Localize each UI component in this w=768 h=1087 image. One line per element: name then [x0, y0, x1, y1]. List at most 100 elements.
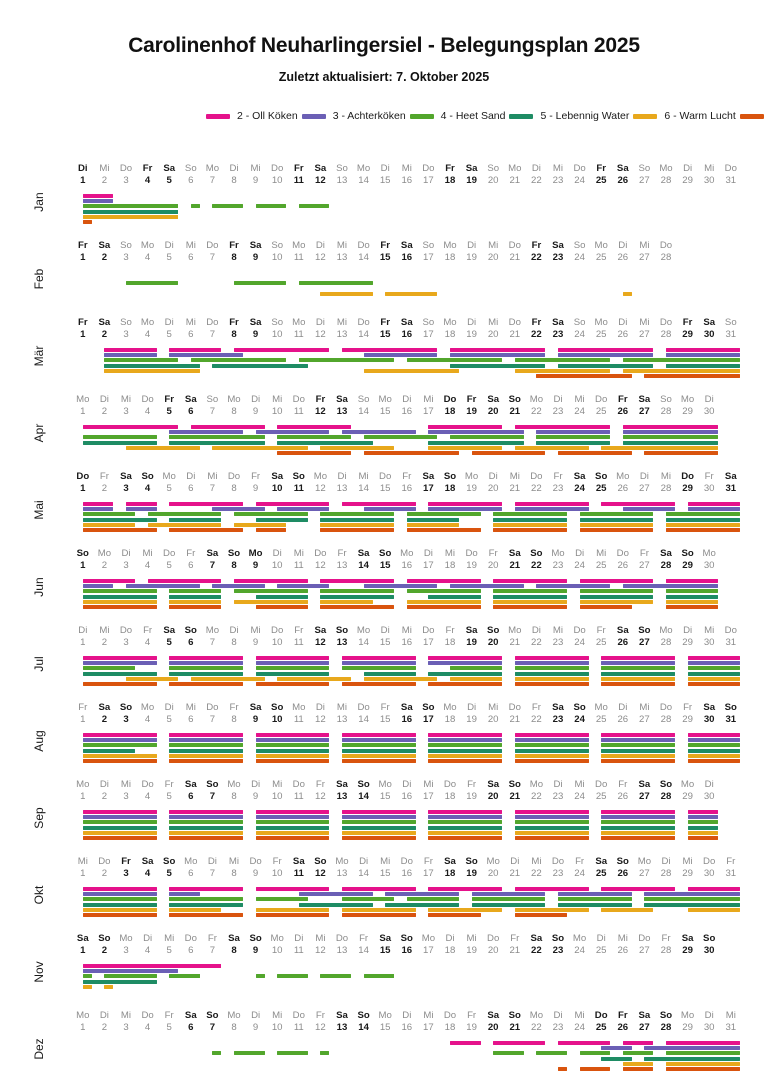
booking-segment[interactable]: [82, 671, 157, 676]
booking-segment[interactable]: [644, 892, 740, 897]
booking-segment[interactable]: [514, 748, 589, 753]
booking-segment[interactable]: [255, 528, 287, 532]
booking-segment[interactable]: [126, 507, 157, 512]
booking-segment[interactable]: [666, 1041, 740, 1045]
booking-segment[interactable]: [536, 435, 611, 440]
booking-segment[interactable]: [169, 671, 244, 676]
booking-segment[interactable]: [82, 969, 114, 974]
booking-segment[interactable]: [82, 599, 157, 604]
booking-segment[interactable]: [82, 528, 157, 532]
booking-segment[interactable]: [666, 605, 719, 609]
booking-segment[interactable]: [126, 584, 200, 589]
booking-segment[interactable]: [82, 579, 136, 583]
booking-segment[interactable]: [82, 199, 114, 204]
booking-segment[interactable]: [558, 363, 654, 368]
booking-segment[interactable]: [255, 974, 265, 979]
booking-segment[interactable]: [601, 666, 676, 671]
booking-segment[interactable]: [82, 584, 114, 589]
booking-segment[interactable]: [601, 682, 676, 686]
booking-segment[interactable]: [255, 430, 330, 435]
booking-segment[interactable]: [82, 913, 157, 917]
booking-segment[interactable]: [644, 1046, 676, 1051]
booking-segment[interactable]: [255, 594, 308, 599]
booking-segment[interactable]: [687, 656, 740, 660]
booking-segment[interactable]: [320, 528, 395, 532]
booking-segment[interactable]: [428, 682, 503, 686]
booking-segment[interactable]: [342, 430, 416, 435]
booking-segment[interactable]: [255, 815, 330, 820]
booking-segment[interactable]: [601, 502, 676, 506]
booking-segment[interactable]: [601, 661, 676, 666]
booking-segment[interactable]: [169, 348, 222, 352]
booking-segment[interactable]: [428, 656, 503, 660]
booking-segment[interactable]: [406, 605, 481, 609]
booking-segment[interactable]: [169, 820, 244, 825]
booking-segment[interactable]: [255, 820, 330, 825]
booking-segment[interactable]: [687, 815, 719, 820]
booking-segment[interactable]: [687, 759, 740, 763]
booking-segment[interactable]: [169, 661, 244, 666]
booking-segment[interactable]: [601, 753, 676, 758]
booking-segment[interactable]: [514, 815, 589, 820]
booking-segment[interactable]: [82, 666, 136, 671]
booking-segment[interactable]: [644, 374, 740, 378]
booking-segment[interactable]: [320, 517, 395, 522]
booking-segment[interactable]: [493, 594, 568, 599]
booking-segment[interactable]: [169, 815, 244, 820]
booking-segment[interactable]: [687, 825, 719, 830]
booking-segment[interactable]: [450, 676, 503, 681]
booking-segment[interactable]: [406, 358, 503, 363]
booking-segment[interactable]: [644, 1056, 676, 1061]
booking-segment[interactable]: [82, 507, 114, 512]
booking-segment[interactable]: [126, 676, 179, 681]
booking-segment[interactable]: [126, 445, 200, 450]
booking-segment[interactable]: [514, 666, 589, 671]
booking-segment[interactable]: [82, 733, 157, 737]
booking-segment[interactable]: [579, 1067, 611, 1071]
booking-segment[interactable]: [82, 517, 157, 522]
booking-segment[interactable]: [622, 1041, 654, 1045]
booking-segment[interactable]: [342, 815, 416, 820]
booking-segment[interactable]: [450, 435, 524, 440]
booking-segment[interactable]: [277, 451, 352, 455]
booking-segment[interactable]: [255, 759, 330, 763]
booking-segment[interactable]: [255, 830, 330, 835]
booking-segment[interactable]: [536, 430, 611, 435]
booking-segment[interactable]: [320, 594, 395, 599]
booking-segment[interactable]: [406, 579, 481, 583]
booking-segment[interactable]: [493, 1051, 524, 1056]
booking-segment[interactable]: [363, 974, 395, 979]
booking-segment[interactable]: [169, 656, 244, 660]
booking-segment[interactable]: [666, 517, 740, 522]
booking-segment[interactable]: [687, 666, 740, 671]
booking-segment[interactable]: [687, 830, 719, 835]
booking-segment[interactable]: [169, 666, 244, 671]
booking-segment[interactable]: [622, 368, 740, 373]
booking-segment[interactable]: [104, 984, 114, 989]
booking-segment[interactable]: [298, 358, 395, 363]
booking-segment[interactable]: [471, 897, 546, 902]
booking-segment[interactable]: [622, 507, 676, 512]
booking-segment[interactable]: [514, 836, 589, 840]
booking-segment[interactable]: [169, 738, 244, 743]
booking-segment[interactable]: [471, 892, 546, 897]
booking-segment[interactable]: [601, 676, 676, 681]
booking-segment[interactable]: [82, 887, 157, 891]
booking-segment[interactable]: [342, 810, 416, 814]
booking-segment[interactable]: [342, 825, 416, 830]
booking-segment[interactable]: [234, 512, 308, 517]
booking-segment[interactable]: [558, 348, 654, 352]
booking-segment[interactable]: [82, 892, 157, 897]
booking-segment[interactable]: [687, 502, 740, 506]
booking-segment[interactable]: [666, 599, 719, 604]
booking-segment[interactable]: [428, 507, 503, 512]
booking-segment[interactable]: [169, 440, 265, 445]
booking-segment[interactable]: [601, 738, 676, 743]
booking-segment[interactable]: [601, 1056, 632, 1061]
booking-segment[interactable]: [363, 451, 460, 455]
booking-segment[interactable]: [622, 358, 740, 363]
booking-segment[interactable]: [255, 656, 330, 660]
booking-segment[interactable]: [190, 676, 265, 681]
booking-segment[interactable]: [82, 589, 157, 594]
booking-segment[interactable]: [666, 1046, 740, 1051]
